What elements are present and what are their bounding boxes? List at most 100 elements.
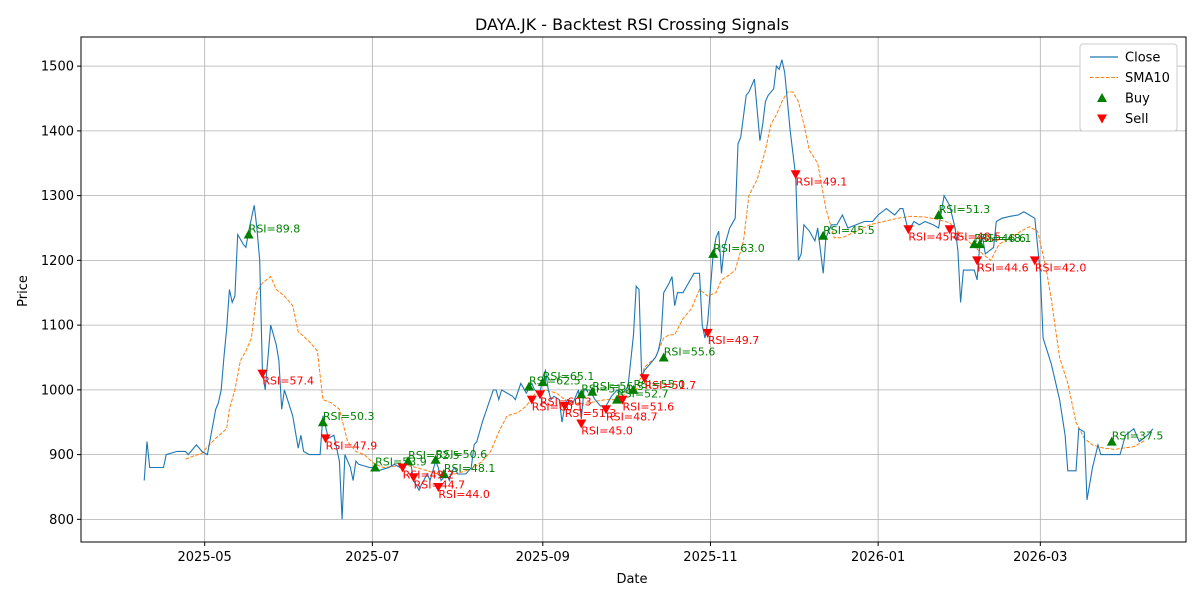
- y-tick-label: 900: [49, 448, 74, 463]
- sell-marker: [1029, 256, 1040, 266]
- sell-label: RSI=47.9: [326, 439, 378, 452]
- buy-marker: [708, 248, 719, 258]
- sell-marker: [972, 256, 983, 266]
- legend-item-buy: Buy: [1097, 92, 1150, 107]
- buy-label: RSI=50.6: [436, 448, 488, 461]
- signal-markers: RSI=89.8 RSI=50.3 RSI=53.9RSI=52.5RSI=50.6…: [243, 170, 1164, 501]
- legend-sell-swatch: [1097, 114, 1107, 124]
- buy-marker: [576, 389, 587, 399]
- buy-label: RSI=45.5: [823, 224, 875, 237]
- legend: Close SMA10 Buy Sell: [1079, 43, 1178, 132]
- axis-ticks: 800 900 1000 1100 1200 1300 1400 1500 2025-05 202…: [41, 60, 1068, 565]
- legend-box: [1079, 43, 1178, 132]
- sell-label: RSI=49.1: [796, 175, 848, 188]
- sell-label: RSI=44.0: [438, 488, 490, 501]
- buy-marker: [658, 352, 669, 362]
- y-tick-label: 1200: [41, 254, 74, 269]
- y-tick-label: 800: [49, 513, 74, 528]
- buy-label: RSI=63.0: [713, 242, 765, 255]
- sell-marker: [559, 402, 570, 412]
- y-tick-label: 1000: [41, 383, 74, 398]
- sell-label: RSI=60.1: [532, 401, 584, 414]
- legend-label: Sell: [1125, 112, 1148, 127]
- sell-label: RSI=42.0: [1035, 261, 1087, 274]
- sell-label: RSI=51.7: [644, 379, 696, 392]
- sell-marker: [944, 225, 955, 235]
- y-tick-label: 1500: [41, 60, 74, 75]
- legend-label: Buy: [1125, 92, 1150, 107]
- close-series: [143, 59, 1154, 520]
- chart-title: DAYA.JK - Backtest RSI Crossing Signals: [475, 15, 789, 34]
- buy-label: RSI=37.5: [1112, 430, 1164, 443]
- close-line: [143, 59, 1154, 520]
- x-tick-label: 2025-07: [345, 550, 399, 565]
- buy-marker: [974, 239, 985, 249]
- sell-marker: [903, 225, 914, 235]
- sell-marker: [320, 434, 331, 444]
- buy-marker: [524, 381, 535, 391]
- buy-marker: [933, 210, 944, 220]
- sell-marker: [617, 395, 628, 405]
- buy-marker: [818, 230, 829, 240]
- sell-marker: [257, 369, 268, 379]
- legend-item-sell: Sell: [1097, 112, 1148, 127]
- sell-label: RSI=44.6: [977, 261, 1029, 274]
- buy-marker: [1106, 436, 1117, 446]
- sell-marker: [601, 405, 612, 415]
- plot-frame: [80, 36, 1187, 543]
- buy-label: RSI=55.6: [664, 345, 716, 358]
- x-tick-label: 2025-09: [516, 550, 570, 565]
- sell-marker: [790, 170, 801, 180]
- buy-label: RSI=51.3: [939, 203, 991, 216]
- x-tick-label: 2025-11: [683, 550, 737, 565]
- sell-label: RSI=49.7: [708, 334, 760, 347]
- y-tick-label: 1400: [41, 124, 74, 139]
- legend-item-sma10: SMA10: [1090, 71, 1170, 86]
- x-tick-label: 2025-05: [178, 550, 232, 565]
- sell-marker: [702, 328, 713, 338]
- buy-marker: [403, 456, 414, 466]
- buy-label: RSI=89.8: [249, 222, 301, 235]
- sell-label: RSI=48.7: [606, 410, 658, 423]
- buy-marker: [612, 394, 623, 404]
- y-tick-label: 1100: [41, 319, 74, 334]
- y-axis-label: Price: [16, 275, 31, 307]
- sell-label: RSI=57.4: [262, 375, 314, 388]
- legend-label: SMA10: [1125, 71, 1170, 86]
- buy-label: RSI=52.5: [408, 449, 460, 462]
- legend-item-close: Close: [1090, 51, 1160, 66]
- buy-label: RSI=48.1: [444, 462, 496, 475]
- sell-label: RSI=51.6: [623, 401, 675, 414]
- buy-label: RSI=52.7: [617, 388, 669, 401]
- buy-label: RSI=65.1: [543, 370, 595, 383]
- sell-label: RSI=45.0: [581, 425, 633, 438]
- legend-label: Close: [1125, 51, 1160, 66]
- sell-marker: [408, 473, 419, 483]
- sell-label: RSI=45.4: [908, 230, 960, 243]
- sell-marker: [535, 390, 546, 400]
- buy-label: RSI=48.1: [980, 232, 1032, 245]
- sell-marker: [526, 395, 537, 405]
- buy-label: RSI=55.0: [634, 378, 686, 391]
- sell-label: RSI=48.5: [950, 230, 1002, 243]
- sell-marker: [576, 419, 587, 429]
- sell-marker: [397, 463, 408, 473]
- buy-label: RSI=53.9: [375, 456, 427, 469]
- x-axis-label: Date: [616, 572, 647, 587]
- buy-marker: [587, 386, 598, 396]
- sell-label: RSI=60.3: [540, 395, 592, 408]
- buy-marker: [537, 377, 548, 387]
- x-tick-label: 2026-01: [851, 550, 905, 565]
- sell-label: RSI=51.3: [565, 407, 617, 420]
- sell-marker: [433, 482, 444, 492]
- buy-marker: [370, 462, 381, 472]
- buy-marker: [430, 454, 441, 464]
- buy-marker: [438, 469, 449, 479]
- x-tick-label: 2026-03: [1013, 550, 1067, 565]
- buy-marker: [243, 229, 254, 239]
- buy-marker: [628, 384, 639, 394]
- buy-marker: [317, 417, 328, 427]
